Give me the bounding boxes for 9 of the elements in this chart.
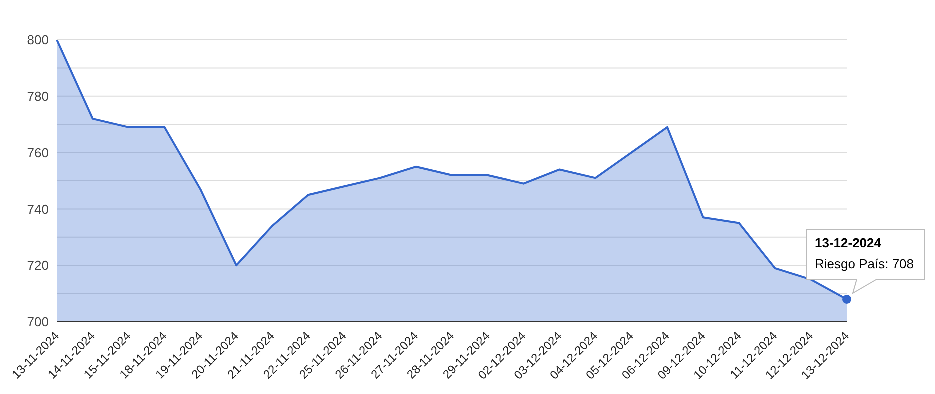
tooltip-callout: 13-12-2024 Riesgo País: 708	[806, 228, 926, 294]
y-tick-label: 800	[27, 32, 49, 48]
annotation: Riesgo País: 708	[815, 256, 914, 272]
y-tick-label: 720	[27, 258, 49, 274]
y-tick-label: 760	[27, 145, 49, 160]
y-tick-label: 780	[27, 89, 49, 104]
y-tick-label: 700	[27, 314, 49, 330]
annotation: 13-12-2024	[815, 235, 882, 250]
y-tick-label: 740	[27, 202, 49, 217]
